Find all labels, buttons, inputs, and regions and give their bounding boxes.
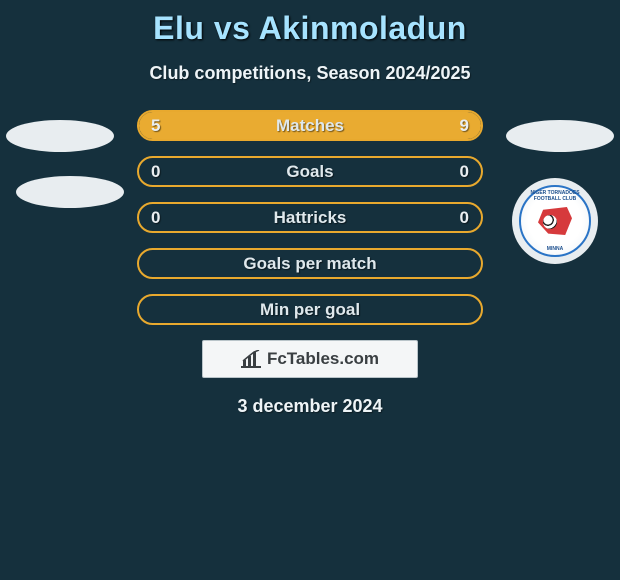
stat-label: Goals per match: [139, 254, 481, 274]
page-title: Elu vs Akinmoladun: [0, 0, 620, 47]
brand-text: FcTables.com: [267, 349, 379, 369]
stat-row: 00Hattricks: [137, 202, 483, 233]
right-club-badge: NIGER TORNADOES FOOTBALL CLUB MINNA: [512, 178, 598, 264]
stat-row: 59Matches: [137, 110, 483, 141]
football-icon: [543, 215, 557, 229]
left-club-logo-placeholder-2: [16, 176, 124, 208]
stat-row: Min per goal: [137, 294, 483, 325]
comparison-infographic: Elu vs Akinmoladun Club competitions, Se…: [0, 0, 620, 580]
left-club-logo-placeholder-1: [6, 120, 114, 152]
stat-label: Min per goal: [139, 300, 481, 320]
right-club-logo-placeholder-1: [506, 120, 614, 152]
brand-box: FcTables.com: [202, 340, 418, 378]
bar-chart-icon: [241, 350, 261, 368]
club-badge-bottom-text: MINNA: [521, 246, 589, 252]
stat-row: Goals per match: [137, 248, 483, 279]
stat-label: Matches: [139, 116, 481, 136]
club-badge-top-text: NIGER TORNADOES FOOTBALL CLUB: [521, 190, 589, 202]
club-badge-inner: NIGER TORNADOES FOOTBALL CLUB MINNA: [519, 185, 591, 257]
stat-label: Goals: [139, 162, 481, 182]
subtitle: Club competitions, Season 2024/2025: [0, 63, 620, 84]
date-text: 3 december 2024: [0, 396, 620, 417]
stats-container: 59Matches 00Goals 00Hattricks Goals per mat…: [137, 110, 483, 325]
stat-label: Hattricks: [139, 208, 481, 228]
stat-row: 00Goals: [137, 156, 483, 187]
